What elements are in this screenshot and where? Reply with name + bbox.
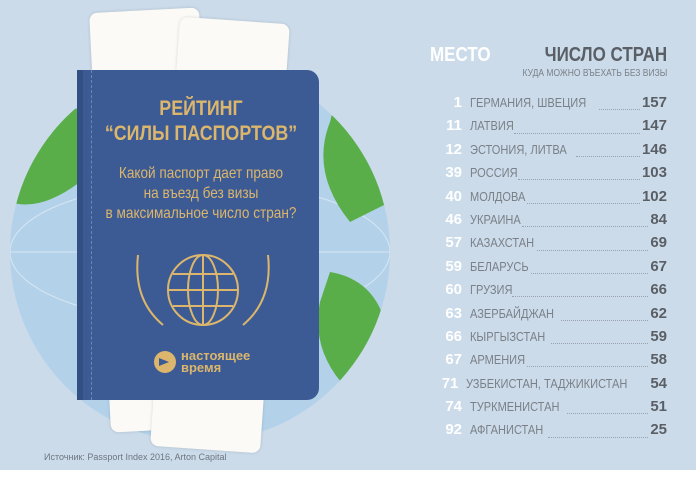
source-note: Источник: Passport Index 2016, Arton Cap… bbox=[44, 452, 227, 462]
visa-free-count: 102 bbox=[641, 187, 667, 205]
country: УЗБЕКИСТАН, ТАДЖИКИСТАН bbox=[466, 375, 628, 391]
visa-free-count: 146 bbox=[641, 140, 667, 158]
visa-free-count: 54 bbox=[650, 374, 667, 392]
visa-free-count: 157 bbox=[641, 94, 667, 111]
country: АЗЕРБАЙДЖАН bbox=[470, 305, 555, 321]
leader-dots bbox=[537, 249, 649, 251]
table-row: 60 ГРУЗИЯ 66 bbox=[430, 281, 667, 304]
visa-free-count: 59 bbox=[650, 327, 667, 345]
visa-free-count: 69 bbox=[650, 234, 667, 252]
visa-free-count: 84 bbox=[650, 210, 667, 228]
rank: 66 bbox=[445, 327, 462, 345]
rank: 57 bbox=[445, 234, 462, 252]
visa-free-count: 51 bbox=[650, 398, 667, 416]
globe-laurel-emblem-icon bbox=[136, 254, 270, 326]
leader-dots bbox=[526, 366, 649, 368]
country: АФГАНИСТАН bbox=[470, 422, 544, 438]
country: КЫРГЫЗСТАН bbox=[470, 328, 546, 344]
country: ТУРКМЕНИСТАН bbox=[470, 399, 560, 415]
visa-free-count: 67 bbox=[650, 257, 667, 275]
cover-title: РЕЙТИНГ “СИЛЫ ПАСПОРТОВ” bbox=[104, 97, 298, 145]
rank-header: МЕСТО bbox=[430, 44, 491, 66]
rank: 92 bbox=[445, 421, 462, 439]
table-row: 57 КАЗАХСТАН 69 bbox=[430, 234, 667, 257]
table-row: 46 УКРАИНА 84 bbox=[430, 211, 667, 234]
rank: 59 bbox=[445, 257, 462, 275]
passport-cover: РЕЙТИНГ “СИЛЫ ПАСПОРТОВ” Какой паспорт да… bbox=[77, 70, 319, 400]
leader-dots bbox=[527, 202, 640, 204]
logo-arrow-icon bbox=[154, 351, 176, 373]
country: УКРАИНА bbox=[470, 211, 521, 227]
leader-dots bbox=[518, 179, 640, 181]
table-row: 66 КЫРГЫЗСТАН 59 bbox=[430, 328, 667, 351]
table-row: 63 АЗЕРБАЙДЖАН 62 bbox=[430, 305, 667, 328]
table-row: 71 УЗБЕКИСТАН, ТАДЖИКИСТАН 54 bbox=[430, 375, 667, 398]
rank: 11 bbox=[446, 117, 462, 135]
table-row: 40 МОЛДОВА 102 bbox=[430, 188, 667, 211]
leader-dots bbox=[567, 413, 649, 415]
leader-dots bbox=[511, 296, 649, 298]
country: РОССИЯ bbox=[470, 165, 518, 181]
leader-dots bbox=[513, 132, 640, 134]
visa-free-count: 25 bbox=[650, 421, 667, 439]
leader-dots bbox=[598, 109, 640, 111]
country: ГЕРМАНИЯ, ШВЕЦИЯ bbox=[470, 95, 587, 110]
rank: 74 bbox=[445, 398, 462, 416]
visa-free-count: 66 bbox=[650, 281, 667, 299]
rank: 46 bbox=[445, 210, 462, 228]
nastoyashchee-vremya-logo: настоящее время bbox=[153, 349, 250, 374]
country: АРМЕНИЯ bbox=[470, 352, 526, 368]
country: ЛАТВИЯ bbox=[470, 118, 514, 134]
leader-dots bbox=[575, 155, 640, 157]
rank: 12 bbox=[445, 140, 462, 158]
rank: 60 bbox=[445, 281, 462, 299]
rank: 39 bbox=[445, 164, 462, 182]
country: ГРУЗИЯ bbox=[470, 282, 513, 298]
table-row: 11 ЛАТВИЯ 147 bbox=[430, 117, 667, 140]
visa-free-count: 103 bbox=[641, 164, 667, 182]
leader-dots bbox=[548, 436, 649, 438]
rank: 63 bbox=[445, 304, 462, 322]
leader-dots bbox=[530, 272, 649, 274]
table-row: 1 ГЕРМАНИЯ, ШВЕЦИЯ 157 bbox=[430, 94, 667, 117]
rank: 1 bbox=[453, 94, 462, 111]
visa-free-count: 62 bbox=[650, 304, 667, 322]
leader-dots bbox=[521, 226, 649, 228]
table-row: 67 АРМЕНИЯ 58 bbox=[430, 351, 667, 374]
country: МОЛДОВА bbox=[470, 188, 526, 204]
leader-dots bbox=[560, 319, 649, 321]
ranking-table: 1 ГЕРМАНИЯ, ШВЕЦИЯ 157 11 ЛАТВИЯ 147 12 ЭСТОНИЯ… bbox=[430, 94, 667, 445]
count-subheader: КУДА МОЖНО ВЪЕХАТЬ БЕЗ ВИЗЫ bbox=[522, 68, 667, 79]
table-row: 92 АФГАНИСТАН 25 bbox=[430, 421, 667, 444]
country: ЭСТОНИЯ, ЛИТВА bbox=[470, 141, 567, 157]
leader-dots bbox=[550, 343, 649, 345]
country: БЕЛАРУСЬ bbox=[470, 258, 529, 274]
table-row: 39 РОССИЯ 103 bbox=[430, 164, 667, 187]
table-row: 59 БЕЛАРУСЬ 67 bbox=[430, 258, 667, 281]
visa-free-count: 147 bbox=[641, 117, 667, 135]
table-row: 74 ТУРКМЕНИСТАН 51 bbox=[430, 398, 667, 421]
table-row: 12 ЭСТОНИЯ, ЛИТВА 146 bbox=[430, 141, 667, 164]
rank: 71 bbox=[441, 374, 459, 392]
country: КАЗАХСТАН bbox=[470, 235, 535, 251]
cover-question: Какой паспорт дает право на въезд без виз… bbox=[105, 165, 297, 222]
count-header: ЧИСЛО СТРАН bbox=[544, 44, 667, 66]
visa-free-count: 58 bbox=[650, 351, 667, 369]
rank: 67 bbox=[445, 351, 462, 369]
rank: 40 bbox=[445, 187, 462, 205]
